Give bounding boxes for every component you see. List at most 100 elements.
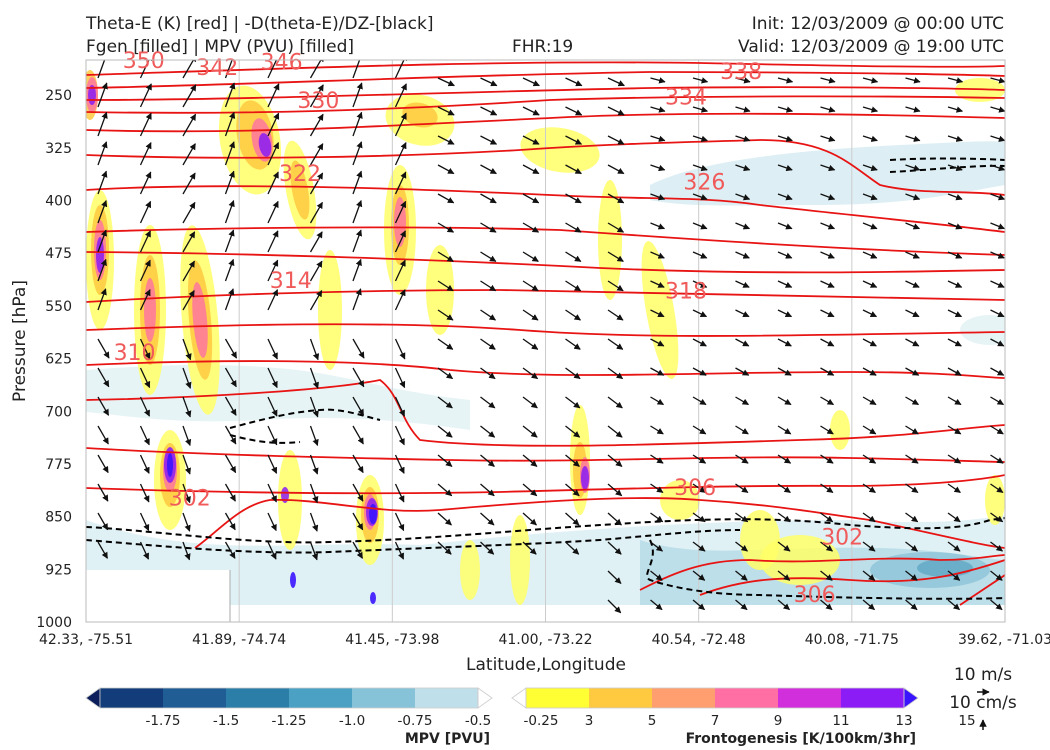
wind-vector <box>820 338 835 347</box>
wind-vector <box>352 425 364 445</box>
theta-e-contour-label: 302 <box>821 525 863 550</box>
wind-vector <box>182 367 192 389</box>
wind-vector <box>97 541 109 559</box>
wind-vector <box>905 280 920 288</box>
y-axis-label: Pressure [hPa] <box>10 280 30 402</box>
wind-vector <box>607 454 623 467</box>
wind-vector <box>862 367 877 376</box>
y-tick-label: 700 <box>45 404 72 420</box>
wind-vector <box>394 142 407 166</box>
wind-vector <box>862 135 878 142</box>
colorbar-segment <box>415 688 479 708</box>
wind-vector <box>777 367 792 376</box>
wind-vector <box>565 309 581 321</box>
wind-vector <box>947 135 963 142</box>
wind-vector <box>735 77 751 84</box>
wind-vector <box>692 309 708 318</box>
wind-vector <box>735 454 749 464</box>
wind-vector <box>947 77 964 84</box>
wind-vector <box>820 454 834 464</box>
x-tick-label: 42.33, -75.51 <box>39 632 133 648</box>
wind-vector <box>224 111 236 137</box>
y-tick-label: 550 <box>45 299 72 315</box>
wind-vector <box>692 106 709 113</box>
wind-vector <box>394 367 406 389</box>
wind-vector <box>139 512 150 532</box>
wind-vector <box>650 367 665 376</box>
wind-vector <box>224 200 235 224</box>
theta-e-contour <box>86 251 1005 274</box>
wind-vector <box>437 396 453 409</box>
wind-vector <box>522 193 540 204</box>
wind-vector <box>990 541 1003 552</box>
wind-vector <box>990 280 1005 288</box>
wind-vector <box>182 113 197 137</box>
wind-vector <box>862 309 878 318</box>
wind-vector <box>990 454 1004 464</box>
wind-vector <box>309 143 324 166</box>
colorbar-tick-label: -0.5 <box>465 713 491 729</box>
wind-vector <box>182 289 195 311</box>
wind-vector <box>947 106 964 113</box>
wind-vector <box>437 483 453 497</box>
wind-vector <box>990 570 1003 581</box>
wind-vector <box>820 193 836 201</box>
dtheta-e-dz-contour <box>646 539 1005 600</box>
wind-vector <box>309 425 319 447</box>
wind-vector <box>437 251 454 263</box>
wind-vector <box>650 135 666 142</box>
wind-vector <box>947 164 963 172</box>
wind-vector <box>862 483 876 494</box>
wind-vector <box>820 425 834 435</box>
wind-vector <box>437 367 454 380</box>
wind-vector <box>820 135 836 142</box>
wind-vector <box>394 112 407 137</box>
theta-e-contour-label: 318 <box>665 279 707 304</box>
wind-vector <box>309 231 323 253</box>
wind-vector <box>990 483 1004 494</box>
wind-vector <box>352 200 363 224</box>
wind-vector <box>820 106 836 113</box>
colorbar-tick-label: 11 <box>832 713 849 729</box>
fgen-patch-max <box>581 466 589 490</box>
wind-vector <box>437 541 452 555</box>
wind-vector <box>182 396 192 418</box>
wind-vector <box>394 425 405 446</box>
wind-vector <box>309 289 323 311</box>
wind-vector <box>607 280 624 292</box>
colorbar-tick-label: -0.75 <box>398 713 433 729</box>
wind-vector <box>394 512 405 532</box>
wind-vector <box>692 280 708 288</box>
title-center: FHR:19 <box>512 37 574 57</box>
theta-e-contour <box>86 289 1005 303</box>
wind-vector <box>309 60 324 79</box>
wind-vector <box>267 142 280 166</box>
wind-vector <box>947 193 963 201</box>
wind-vector <box>905 338 920 347</box>
wind-vector <box>692 396 707 406</box>
wind-vector <box>650 106 666 113</box>
mpv-band-upper <box>650 141 1005 206</box>
wind-vector <box>224 338 238 359</box>
wind-vector <box>267 338 278 360</box>
y-tick-label: 1000 <box>36 615 72 631</box>
wind-vector <box>394 396 406 417</box>
theta-e-contour <box>86 360 1005 379</box>
wind-vector <box>692 251 708 259</box>
colorbar-tick-label: -0.25 <box>524 713 559 729</box>
wind-vector <box>990 512 1004 523</box>
wind-vector <box>139 171 152 195</box>
wind-vector <box>607 106 625 116</box>
wind-vector <box>990 309 1005 318</box>
wind-vector <box>267 289 279 311</box>
wind-vector <box>522 251 539 263</box>
wind-vector <box>947 483 961 494</box>
colorbar-segment <box>163 688 227 708</box>
wind-vector <box>735 280 750 288</box>
wind-vector <box>267 200 279 224</box>
wind-vector <box>862 512 876 523</box>
wind-vector <box>565 541 580 555</box>
wind-vector <box>777 135 793 142</box>
wind-vector <box>947 396 962 406</box>
wind-vector <box>139 289 151 311</box>
